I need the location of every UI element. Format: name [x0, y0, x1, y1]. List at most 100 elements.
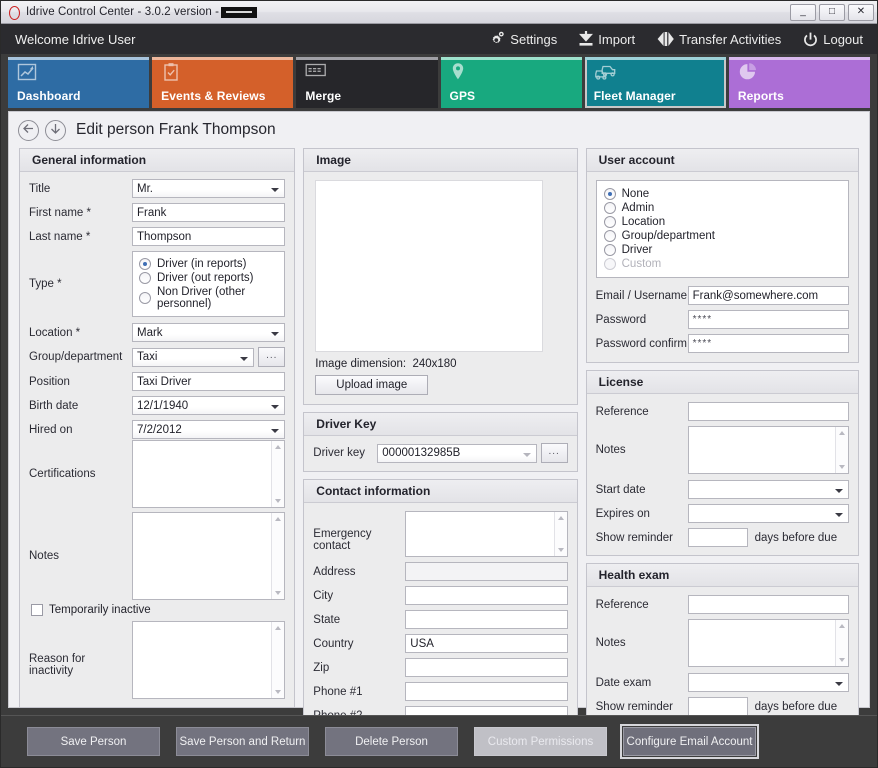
password-confirm-input[interactable]: **** — [687, 334, 849, 353]
tab-reports[interactable]: Reports — [728, 57, 871, 108]
emergency-contact-textarea[interactable] — [405, 511, 568, 557]
state-input[interactable] — [405, 610, 568, 629]
transfer-activities-button[interactable]: Transfer Activities — [657, 31, 781, 47]
type-option-driver-out[interactable]: Driver (out reports) — [139, 272, 278, 284]
birth-date-picker[interactable]: 12/1/1940 — [132, 396, 286, 415]
import-button[interactable]: Import — [579, 31, 635, 47]
tab-merge[interactable]: Merge — [296, 57, 438, 108]
health-notes-label: Notes — [595, 637, 626, 649]
notes-textarea[interactable] — [132, 512, 286, 600]
driver-key-body: Driver key 00000132985B ... — [304, 436, 576, 471]
license-expires-on-picker[interactable] — [687, 504, 849, 523]
group-department-browse-button[interactable]: ... — [258, 347, 286, 367]
phone-1-input[interactable] — [405, 682, 568, 701]
password-input[interactable]: **** — [687, 310, 849, 329]
tab-events-reviews[interactable]: Events & Reviews — [152, 57, 294, 108]
health-notes-textarea[interactable] — [687, 619, 849, 667]
row-last-name: Last name * Thompson — [29, 227, 286, 246]
role-option-driver[interactable]: Driver — [603, 244, 841, 256]
contact-information-title: Contact information — [304, 480, 577, 503]
save-person-and-return-button[interactable]: Save Person and Return — [176, 727, 309, 756]
health-date-exam-label: Date exam — [595, 676, 652, 689]
tab-gps-label: GPS — [449, 89, 476, 103]
arrow-left-icon — [22, 122, 35, 138]
position-input[interactable]: Taxi Driver — [132, 372, 286, 391]
scrollbar[interactable] — [835, 620, 848, 666]
scrollbar[interactable] — [271, 441, 285, 507]
address-input[interactable] — [405, 562, 568, 581]
type-option-non-driver[interactable]: Non Driver (other personnel) — [139, 286, 278, 310]
email-username-input[interactable]: Frank@somewhere.com — [687, 286, 849, 305]
country-input[interactable]: USA — [405, 634, 568, 653]
power-icon — [803, 32, 818, 47]
map-pin-icon — [450, 62, 574, 84]
license-notes-textarea[interactable] — [687, 426, 849, 474]
save-person-button[interactable]: Save Person — [27, 727, 160, 756]
zip-input[interactable] — [405, 658, 568, 677]
row-address: Address — [313, 562, 568, 581]
welcome-text: Welcome Idrive User — [15, 31, 136, 47]
reason-inactivity-textarea[interactable] — [132, 621, 286, 699]
window-title: Idrive Control Center - 3.0.2 version - — [26, 6, 220, 18]
license-reminder-input[interactable] — [687, 528, 748, 547]
first-name-input[interactable]: Frank — [132, 203, 286, 222]
row-city: City — [313, 586, 568, 605]
address-label: Address — [313, 565, 356, 578]
settings-button[interactable]: Settings — [486, 31, 557, 48]
logout-button[interactable]: Logout — [803, 32, 863, 47]
driver-key-title: Driver Key — [304, 413, 577, 436]
health-reference-input[interactable] — [687, 595, 849, 614]
certifications-textarea[interactable] — [132, 440, 286, 508]
license-title: License — [586, 371, 858, 394]
down-button[interactable] — [45, 119, 66, 141]
image-dimension-label: Image dimension: — [315, 358, 407, 370]
license-notes-label: Notes — [595, 444, 626, 456]
temporarily-inactive-checkbox[interactable]: Temporarily inactive — [31, 604, 285, 616]
tab-fleet-manager[interactable]: Fleet Manager — [584, 57, 726, 108]
role-option-admin[interactable]: Admin — [603, 202, 841, 214]
group-department-select[interactable]: Taxi — [132, 347, 255, 367]
scrollbar[interactable] — [271, 622, 285, 698]
maximize-button[interactable]: □ — [819, 3, 845, 21]
row-health-notes: Notes — [596, 619, 849, 667]
last-name-input[interactable]: Thompson — [132, 227, 286, 246]
type-option-driver-in[interactable]: Driver (in reports) — [139, 258, 278, 270]
upload-image-button[interactable]: Upload image — [315, 375, 429, 395]
role-option-none[interactable]: None — [603, 188, 841, 200]
license-start-date-picker[interactable] — [687, 480, 849, 499]
role-option-group-department[interactable]: Group/department — [603, 230, 841, 242]
scrollbar[interactable] — [271, 513, 285, 599]
driver-key-browse-button[interactable]: ... — [540, 443, 568, 463]
minimize-button[interactable]: _ — [790, 3, 816, 21]
tab-gps[interactable]: GPS — [440, 57, 582, 108]
notes-label: Notes — [29, 550, 60, 562]
health-reminder-label: Show reminder — [595, 700, 673, 713]
row-license-reminder: Show reminder days before due — [596, 528, 849, 547]
role-option-custom: Custom — [603, 258, 841, 270]
image-panel: Image Image dimension: 240x180 Upload im… — [303, 148, 578, 405]
tab-dashboard[interactable]: Dashboard — [8, 57, 150, 108]
configure-email-account-button[interactable]: Configure Email Account — [620, 724, 759, 759]
phone-1-label: Phone #1 — [313, 685, 363, 698]
back-button[interactable] — [18, 119, 39, 141]
health-date-exam-picker[interactable] — [687, 673, 849, 692]
radio-icon — [139, 258, 151, 270]
license-reference-input[interactable] — [687, 402, 849, 421]
delete-person-button[interactable]: Delete Person — [325, 727, 458, 756]
scrollbar[interactable] — [553, 512, 567, 556]
pie-chart-icon — [738, 62, 862, 84]
scrollbar[interactable] — [835, 427, 848, 473]
close-button[interactable]: ✕ — [848, 3, 874, 21]
location-select[interactable]: Mark — [132, 323, 286, 342]
position-label: Position — [29, 375, 70, 388]
action-bar: Save Person Save Person and Return Delet… — [1, 715, 877, 767]
driver-key-label: Driver key — [313, 447, 366, 459]
image-panel-title: Image — [304, 149, 577, 172]
health-reminder-input[interactable] — [687, 697, 748, 716]
role-option-location[interactable]: Location — [603, 216, 841, 228]
driver-key-select[interactable]: 00000132985B — [377, 443, 537, 463]
role-option-label: Location — [621, 216, 666, 228]
city-input[interactable] — [405, 586, 568, 605]
title-select[interactable]: Mr. — [132, 179, 286, 198]
hired-on-picker[interactable]: 7/2/2012 — [132, 420, 286, 439]
